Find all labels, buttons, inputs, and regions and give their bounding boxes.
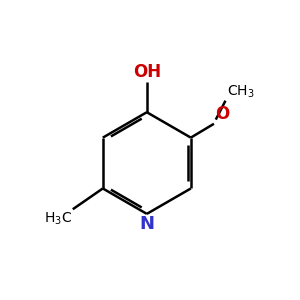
Text: CH$_3$: CH$_3$ xyxy=(226,83,254,100)
Text: OH: OH xyxy=(133,63,161,81)
Text: O: O xyxy=(215,105,229,123)
Text: N: N xyxy=(139,214,154,232)
Text: H$_3$C: H$_3$C xyxy=(44,210,72,227)
